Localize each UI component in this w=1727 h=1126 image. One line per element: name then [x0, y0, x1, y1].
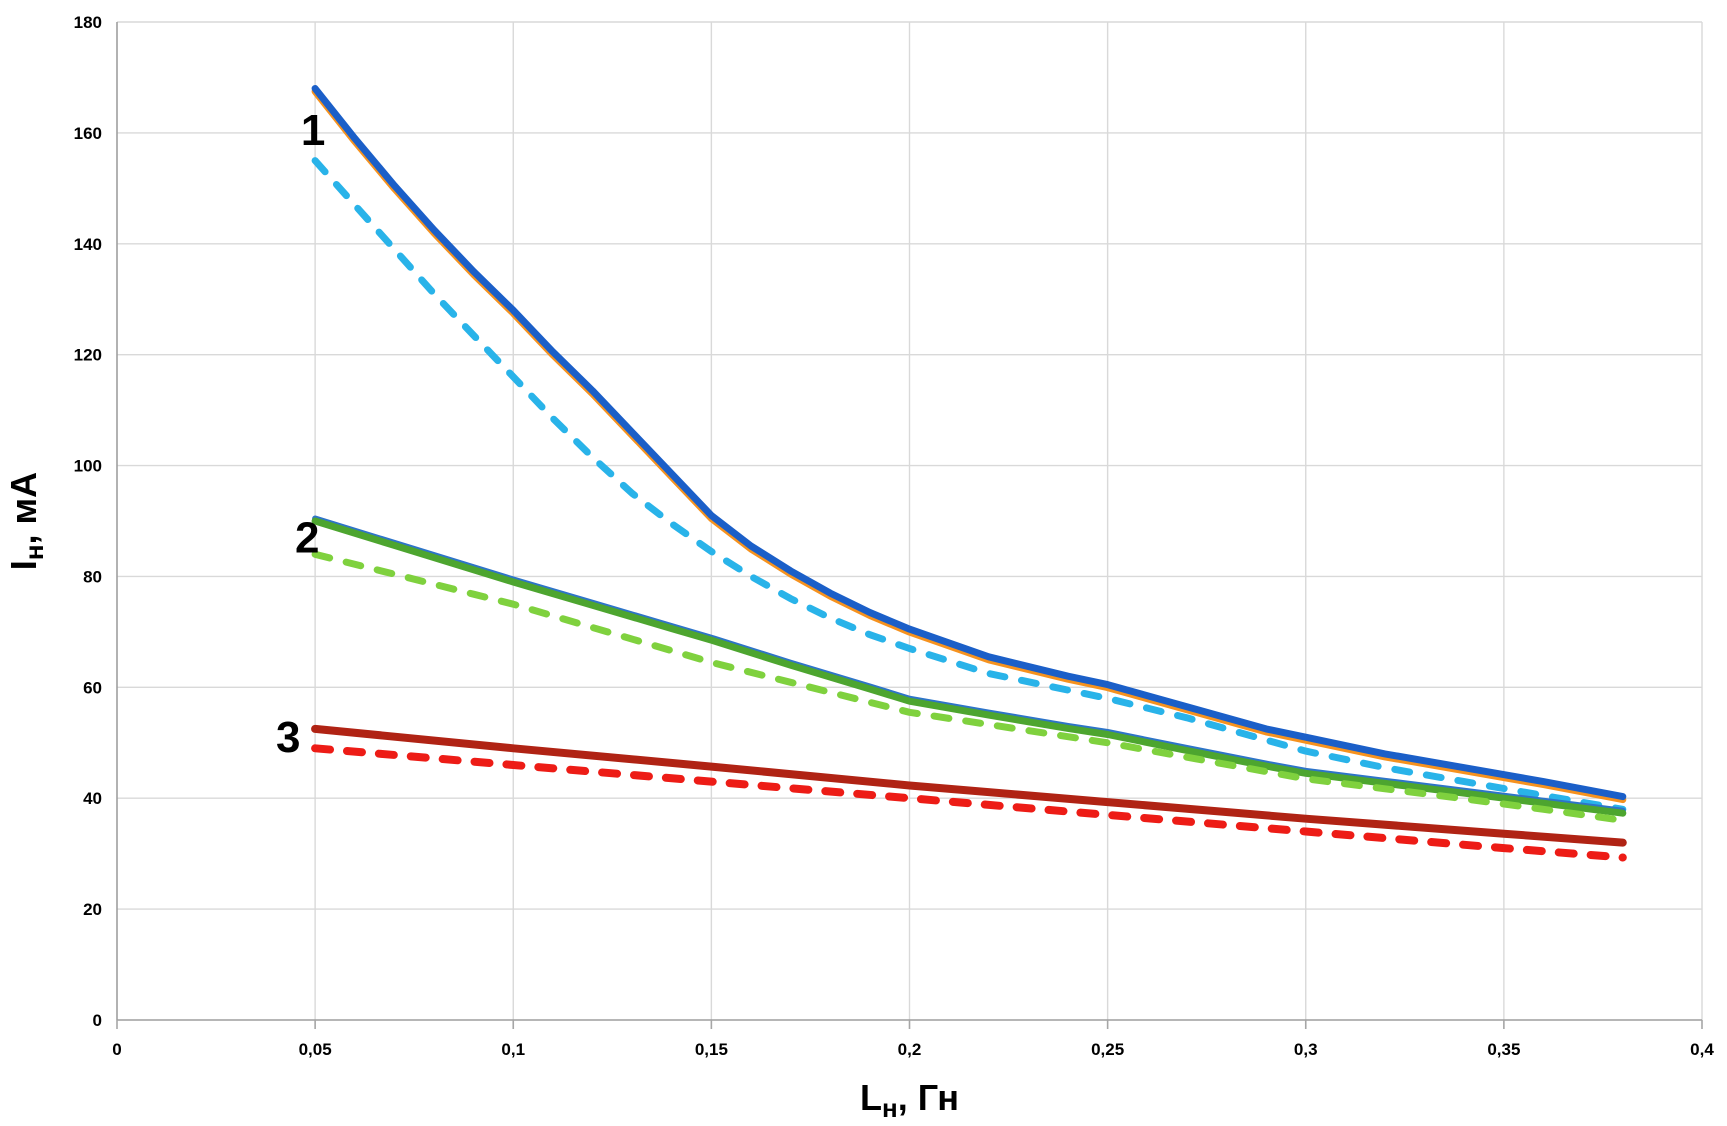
y-tick-label: 80 — [83, 567, 102, 586]
x-tick-label: 0,3 — [1294, 1040, 1318, 1059]
curve-1-dashed — [311, 157, 1627, 813]
curve-1-solid — [311, 85, 1627, 801]
x-tick-label: 0,25 — [1091, 1040, 1124, 1059]
curve-label-2: 2 — [295, 514, 319, 563]
y-tick-label: 0 — [93, 1011, 102, 1030]
y-tick-label: 140 — [74, 235, 102, 254]
y-tick-label: 100 — [74, 457, 102, 476]
x-tick-label: 0,4 — [1690, 1040, 1714, 1059]
x-tick-label: 0,15 — [695, 1040, 728, 1059]
curve-2-dashed — [311, 550, 1627, 824]
curve-3-dashed — [311, 744, 1627, 862]
y-tick-label: 160 — [74, 124, 102, 143]
y-tick-label: 40 — [83, 789, 102, 808]
x-tick-label: 0,2 — [898, 1040, 922, 1059]
x-tick-label: 0,35 — [1487, 1040, 1520, 1059]
x-tick-label: 0 — [112, 1040, 121, 1059]
x-tick-label: 0,1 — [501, 1040, 525, 1059]
x-tick-label: 0,05 — [299, 1040, 332, 1059]
curve-3-solid — [311, 724, 1627, 847]
curve-label-1: 1 — [301, 106, 325, 155]
y-tick-label: 180 — [74, 13, 102, 32]
curve-label-3: 3 — [276, 713, 300, 762]
y-tick-label: 20 — [83, 900, 102, 919]
y-axis-title: Iн, мА — [3, 472, 49, 570]
curve-2-solid — [311, 517, 1627, 817]
x-axis-title: Lн, Гн — [860, 1077, 959, 1123]
y-tick-label: 60 — [83, 678, 102, 697]
y-tick-label: 120 — [74, 346, 102, 365]
